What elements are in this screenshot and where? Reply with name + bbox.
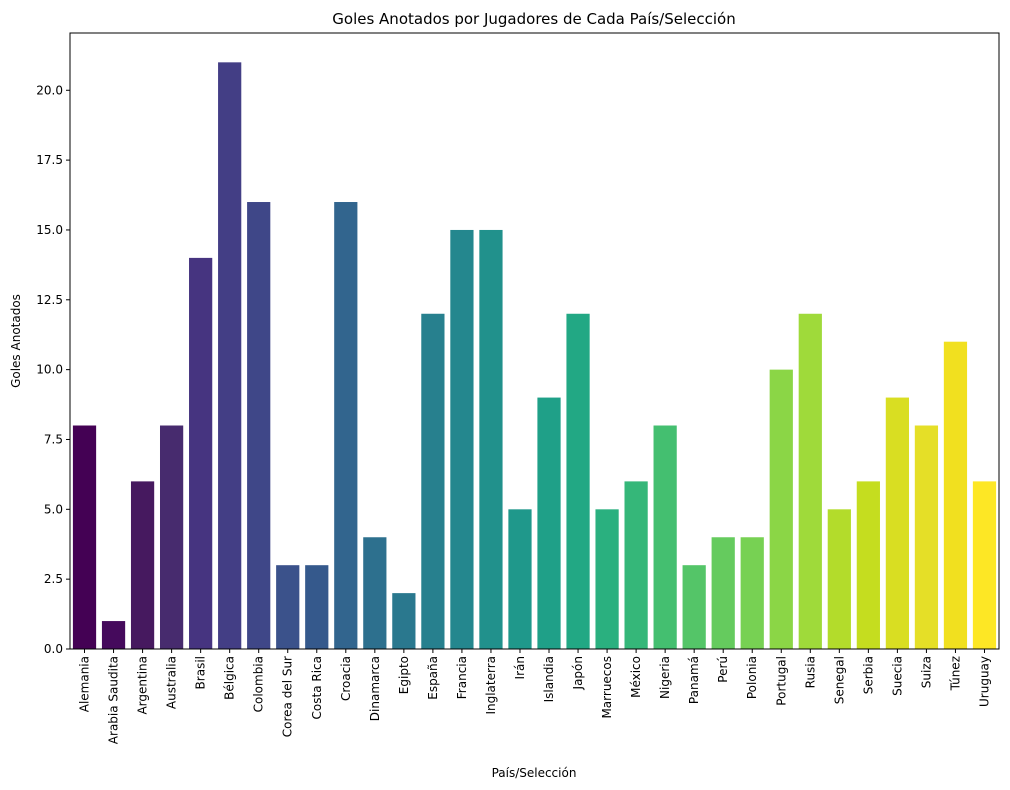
bar-7 <box>276 565 300 649</box>
x-tick-label: Croacia <box>339 656 353 701</box>
x-axis-ticks: Alemania Arabia Saudita Argentina Australia… <box>78 649 991 744</box>
x-tick-label: Dinamarca <box>368 656 382 721</box>
bar-31 <box>972 481 997 649</box>
bar-18 <box>595 509 619 649</box>
x-tick-label: Senegal <box>832 656 846 704</box>
x-tick-label: Nigeria <box>658 656 672 699</box>
x-tick-label: Japón <box>571 656 585 690</box>
bar-21 <box>682 565 706 649</box>
chart-title: Goles Anotados por Jugadores de Cada Paí… <box>332 10 735 28</box>
bar-19 <box>624 481 648 649</box>
x-tick-label: Irán <box>513 656 527 679</box>
x-tick-label: Suecia <box>890 656 904 696</box>
y-tick-label: 7.5 <box>44 432 63 446</box>
y-tick-label: 17.5 <box>36 153 63 167</box>
x-tick-label: Panamá <box>687 656 701 704</box>
bar-22 <box>711 537 735 649</box>
x-tick-label: Rusia <box>803 656 817 688</box>
bar-10 <box>363 537 387 649</box>
y-tick-label: 5.0 <box>44 502 63 516</box>
bar-3 <box>159 425 184 649</box>
x-tick-label: Brasil <box>194 656 208 689</box>
bar-30 <box>943 341 968 649</box>
bar-26 <box>827 509 851 649</box>
bar-5 <box>218 62 242 650</box>
x-tick-label: Francia <box>455 656 469 699</box>
x-tick-label: Serbia <box>861 656 875 694</box>
x-tick-label: Australia <box>165 656 179 709</box>
y-tick-label: 10.0 <box>36 363 63 377</box>
x-tick-label: Inglaterra <box>484 656 498 715</box>
x-axis-label: País/Selección <box>492 766 577 780</box>
y-tick-label: 20.0 <box>36 83 63 97</box>
x-tick-label: Islandia <box>542 656 556 702</box>
y-tick-label: 0.0 <box>44 642 63 656</box>
x-tick-label: Túnez <box>948 656 962 691</box>
x-tick-label: Marruecos <box>600 656 614 719</box>
bar-4 <box>189 257 213 649</box>
bar-17 <box>566 313 590 649</box>
bar-28 <box>885 397 910 649</box>
plot-frame <box>69 32 1000 650</box>
x-tick-label: Costa Rica <box>310 656 324 719</box>
bar-16 <box>537 397 561 649</box>
bar-6 <box>247 202 271 649</box>
x-tick-label: Uruguay <box>977 656 991 707</box>
y-tick-label: 2.5 <box>44 572 63 586</box>
y-axis-ticks: 0.0 2.5 5.0 7.5 10.0 12.5 15.0 17.5 20.0 <box>36 83 70 656</box>
y-tick-label: 12.5 <box>36 293 63 307</box>
bar-0 <box>72 425 97 649</box>
x-tick-label: Alemania <box>78 656 92 712</box>
bar-1 <box>101 621 126 649</box>
x-tick-label: México <box>629 656 643 698</box>
bar-24 <box>769 369 793 649</box>
x-tick-label: Arabia Saudita <box>107 656 121 744</box>
bar-11 <box>392 593 416 649</box>
bar-13 <box>450 229 474 649</box>
bar-14 <box>479 229 503 649</box>
x-tick-label: Argentina <box>136 656 150 715</box>
bar-9 <box>334 202 358 649</box>
bar-20 <box>653 425 677 649</box>
x-tick-label: Portugal <box>774 656 788 706</box>
y-tick-label: 15.0 <box>36 223 63 237</box>
bar-29 <box>914 425 939 649</box>
x-tick-label: Polonia <box>745 656 759 699</box>
bar-12 <box>421 313 445 649</box>
bar-2 <box>130 481 155 649</box>
x-tick-label: España <box>426 656 440 700</box>
bars-group <box>72 62 997 650</box>
x-tick-label: Perú <box>716 656 730 683</box>
y-axis-label: Goles Anotados <box>9 294 23 388</box>
x-tick-label: Corea del Sur <box>281 656 295 737</box>
bar-23 <box>740 537 764 649</box>
x-tick-label: Bélgica <box>223 656 237 700</box>
bar-8 <box>305 565 329 649</box>
x-tick-label: Colombia <box>252 656 266 712</box>
bar-25 <box>798 313 822 649</box>
x-tick-label: Egipto <box>397 656 411 694</box>
x-tick-label: Suiza <box>919 656 933 688</box>
bar-27 <box>856 481 880 649</box>
bar-15 <box>508 509 532 649</box>
